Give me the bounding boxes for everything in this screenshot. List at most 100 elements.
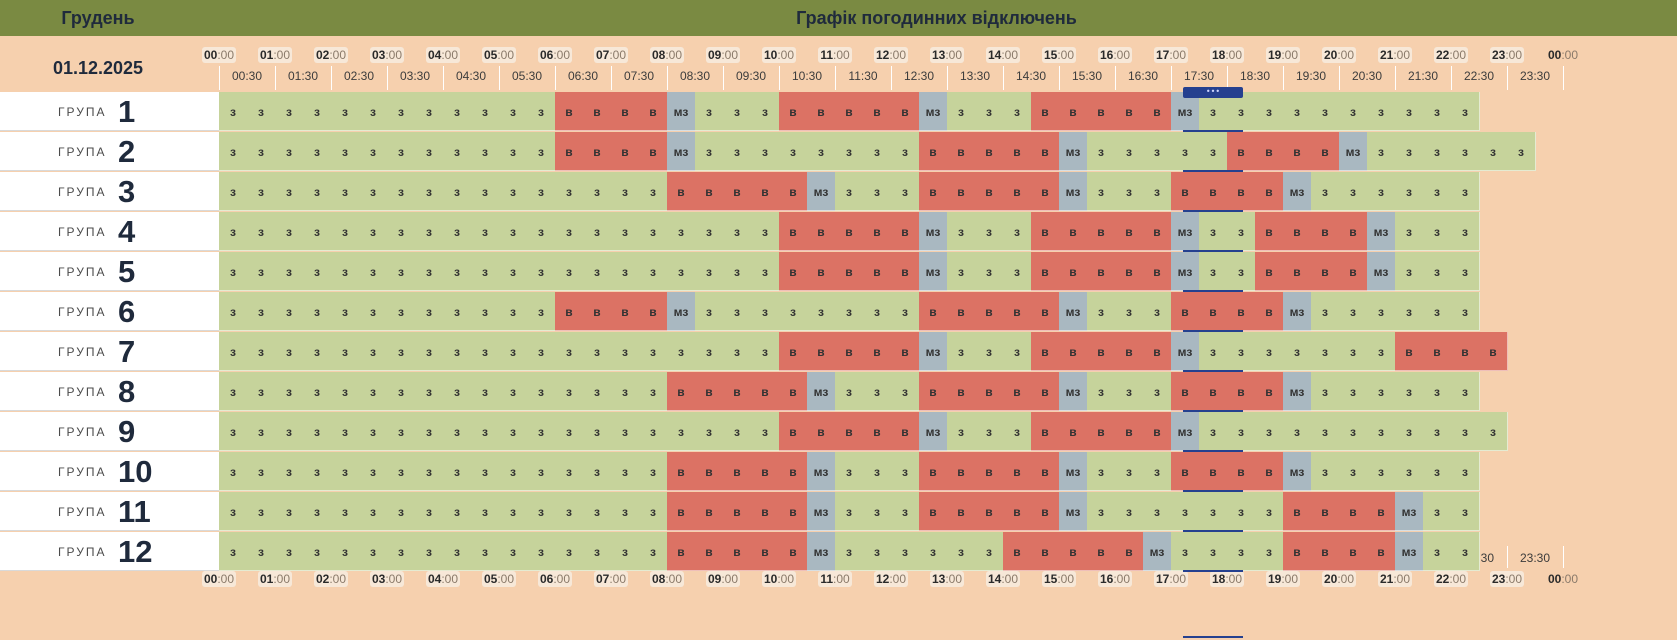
slot-cell[interactable]: в [919,292,948,331]
slot-cell[interactable]: в [751,492,780,531]
slot-cell[interactable]: з [1171,132,1200,171]
slot-cell[interactable]: з [1451,412,1480,451]
slot-cell[interactable]: з [247,532,276,571]
slot-cell[interactable]: з [219,532,248,571]
slot-cell[interactable]: в [751,172,780,211]
slot-cell[interactable]: з [751,252,780,291]
slot-cell[interactable]: мз [1059,452,1088,491]
slot-cell[interactable]: з [667,212,696,251]
slot-cell[interactable]: з [359,532,388,571]
slot-cell[interactable]: з [723,412,752,451]
slot-cell[interactable]: з [751,292,780,331]
slot-cell[interactable]: з [555,492,584,531]
slot-cell[interactable]: в [807,92,836,131]
slot-cell[interactable]: в [779,172,808,211]
slot-cell[interactable]: з [975,212,1004,251]
slot-cell[interactable]: в [891,212,920,251]
slot-cell[interactable]: в [919,372,948,411]
slot-cell[interactable]: в [1171,372,1200,411]
slot-cell[interactable]: з [1199,532,1228,571]
slot-cell[interactable]: з [583,412,612,451]
slot-cell[interactable]: з [527,532,556,571]
slot-cell[interactable]: з [975,92,1004,131]
slot-cell[interactable]: мз [1395,492,1424,531]
slot-cell[interactable]: з [499,532,528,571]
slot-cell[interactable]: з [751,332,780,371]
slot-cell[interactable]: з [527,412,556,451]
slot-cell[interactable]: з [583,172,612,211]
slot-cell[interactable]: в [1143,92,1172,131]
slot-cell[interactable]: з [1451,132,1480,171]
slot-cell[interactable]: з [387,532,416,571]
slot-cell[interactable]: з [1227,492,1256,531]
slot-cell[interactable]: в [1255,172,1284,211]
slot-cell[interactable]: з [1227,532,1256,571]
slot-cell[interactable]: мз [1283,172,1312,211]
slot-cell[interactable]: з [499,332,528,371]
slot-cell[interactable]: в [1031,452,1060,491]
slot-cell[interactable]: з [1367,132,1396,171]
slot-cell[interactable]: з [555,332,584,371]
slot-cell[interactable]: з [1255,412,1284,451]
slot-cell[interactable]: з [527,452,556,491]
slot-cell[interactable]: з [1367,372,1396,411]
slot-cell[interactable]: з [695,292,724,331]
slot-cell[interactable]: з [527,172,556,211]
slot-cell[interactable]: з [443,412,472,451]
slot-cell[interactable]: з [1339,92,1368,131]
slot-cell[interactable]: в [807,212,836,251]
slot-cell[interactable]: в [1227,372,1256,411]
slot-cell[interactable]: з [1143,172,1172,211]
slot-cell[interactable]: з [947,332,976,371]
slot-cell[interactable]: з [1479,132,1508,171]
slot-cell[interactable]: з [835,372,864,411]
slot-cell[interactable]: з [1143,492,1172,531]
slot-cell[interactable]: в [1367,492,1396,531]
slot-cell[interactable]: з [1311,292,1340,331]
slot-cell[interactable]: мз [1395,532,1424,571]
slot-cell[interactable]: з [219,412,248,451]
slot-cell[interactable]: з [947,212,976,251]
slot-cell[interactable]: з [639,452,668,491]
slot-cell[interactable]: в [1255,212,1284,251]
slot-cell[interactable]: з [443,532,472,571]
slot-cell[interactable]: з [1115,452,1144,491]
slot-cell[interactable]: з [1395,132,1424,171]
slot-cell[interactable]: з [527,92,556,131]
slot-cell[interactable]: з [247,172,276,211]
slot-cell[interactable]: в [723,492,752,531]
slot-cell[interactable]: з [1115,132,1144,171]
slot-cell[interactable]: в [835,92,864,131]
slot-cell[interactable]: з [387,412,416,451]
slot-cell[interactable]: в [583,132,612,171]
slot-cell[interactable]: в [947,372,976,411]
slot-cell[interactable]: з [415,412,444,451]
slot-cell[interactable]: мз [1283,372,1312,411]
slot-cell[interactable]: з [275,132,304,171]
slot-cell[interactable]: з [1395,452,1424,491]
slot-cell[interactable]: з [303,292,332,331]
slot-cell[interactable]: в [723,452,752,491]
slot-cell[interactable]: мз [807,452,836,491]
slot-cell[interactable]: з [583,492,612,531]
slot-cell[interactable]: з [303,372,332,411]
slot-cell[interactable]: з [947,532,976,571]
slot-cell[interactable]: в [1031,212,1060,251]
slot-cell[interactable]: в [1031,92,1060,131]
slot-cell[interactable]: в [1171,452,1200,491]
slot-cell[interactable]: з [975,532,1004,571]
slot-cell[interactable]: в [1311,212,1340,251]
slot-cell[interactable]: з [443,212,472,251]
slot-cell[interactable]: з [555,252,584,291]
slot-cell[interactable]: в [779,212,808,251]
slot-cell[interactable]: в [1255,252,1284,291]
slot-cell[interactable]: з [1451,532,1480,571]
slot-cell[interactable]: в [807,252,836,291]
slot-cell[interactable]: в [1031,332,1060,371]
slot-cell[interactable]: з [583,252,612,291]
slot-cell[interactable]: з [303,452,332,491]
slot-cell[interactable]: з [667,412,696,451]
slot-cell[interactable]: з [695,92,724,131]
slot-cell[interactable]: в [1143,412,1172,451]
slot-cell[interactable]: з [835,532,864,571]
